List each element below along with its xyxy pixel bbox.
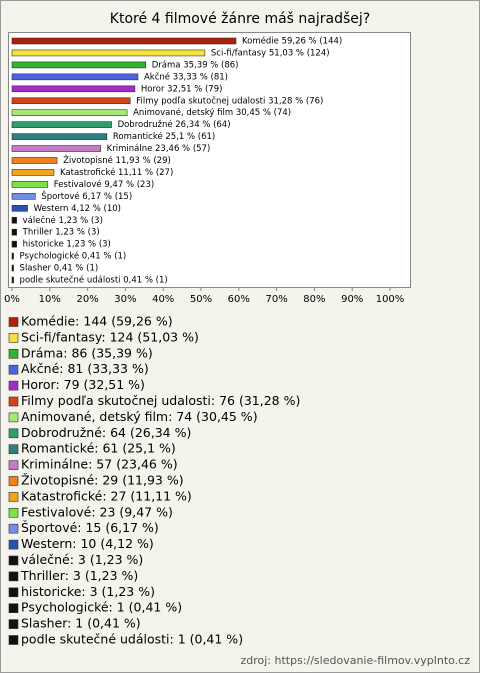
- bar: [11, 133, 108, 140]
- legend-label: Akčné: 81 (33,33 %): [21, 361, 149, 376]
- data-label: Animované, detský film 30,45 % (74): [133, 107, 291, 118]
- bar: [11, 61, 147, 69]
- data-label: historicke 1,23 % (3): [23, 240, 111, 250]
- data-label: Psychologické 0,41 % (1): [20, 251, 127, 262]
- legend-swatch: [8, 507, 19, 518]
- data-label: Športové 6,17 % (15): [41, 190, 132, 202]
- legend-label: Thriller: 3 (1,23 %): [20, 568, 138, 583]
- x-tick-label: 30%: [114, 294, 136, 305]
- source: zdroj: https://sledovanie-filmov.vyplnto…: [240, 654, 470, 667]
- legend-swatch: [8, 619, 19, 629]
- legend-label: Dráma: 86 (35,39 %): [21, 345, 153, 360]
- x-tick-label: 90%: [341, 294, 363, 305]
- legend-label: Katastrofické: 27 (11,11 %): [21, 488, 192, 503]
- legend-swatch: [8, 364, 19, 375]
- legend-label: Filmy podľa skutočnej udalosti: 76 (31,2…: [21, 393, 300, 408]
- bar: [11, 264, 14, 272]
- legend-label: Slasher: 1 (0,41 %): [21, 616, 141, 631]
- bar: [11, 181, 49, 188]
- legend-swatch: [8, 539, 19, 550]
- x-tick-label: 70%: [265, 294, 287, 305]
- bar: [11, 121, 112, 128]
- legend-swatch: [8, 571, 19, 582]
- data-label: Filmy podľa skutočnej udalosti 31,28 % (…: [136, 95, 323, 106]
- legend-label: Animované, detský film: 74 (30,45 %): [21, 409, 258, 424]
- data-label: podle skutečné události 0,41 % (1): [20, 275, 168, 286]
- legend-label: Sci-fi/fantasy: 124 (51,03 %): [21, 329, 199, 344]
- bar: [11, 205, 28, 212]
- legend-label: Životopisné: 29 (11,93 %): [21, 473, 184, 488]
- bar: [11, 37, 237, 45]
- legend-swatch: [8, 348, 19, 359]
- data-label: Kriminálne 23,46 % (57): [107, 144, 211, 154]
- legend-label: Športové: 15 (6,17 %): [21, 520, 159, 535]
- data-label: Western 4,12 % (10): [34, 204, 121, 214]
- x-tick-label: 60%: [228, 294, 250, 305]
- bar: [11, 97, 131, 105]
- bar: [11, 240, 17, 248]
- legend-swatch: [8, 396, 19, 407]
- legend-swatch: [8, 444, 19, 455]
- legend-label: Horor: 79 (32,51 %): [21, 377, 145, 392]
- legend-swatch: [8, 587, 19, 598]
- legend-swatch: [8, 603, 19, 614]
- legend-swatch: [8, 428, 19, 439]
- bar: [11, 216, 17, 224]
- x-tick-label: 20%: [76, 294, 98, 305]
- legend-label: Festivalové: 23 (9,47 %): [21, 504, 173, 519]
- bar: [11, 228, 17, 236]
- data-label: Slasher 0,41 % (1): [20, 264, 99, 274]
- bar: [11, 145, 101, 152]
- legend-label: historicke: 3 (1,23 %): [21, 584, 155, 599]
- bar: [11, 109, 128, 116]
- bar: [11, 169, 55, 176]
- legend-swatch: [8, 476, 19, 486]
- legend-label: Komédie: 144 (59,26 %): [21, 314, 173, 329]
- legend-swatch: [8, 412, 19, 423]
- data-label: Festivalové 9,47 % (23): [54, 179, 154, 190]
- x-tick-label: 50%: [190, 294, 212, 305]
- data-label: Životopisné 11,93 % (29): [63, 154, 171, 166]
- legend-label: podle skutečné události: 1 (0,41 %): [21, 632, 243, 647]
- legend-label: Western: 10 (4,12 %): [21, 536, 154, 551]
- legend-swatch: [8, 460, 19, 470]
- legend-label: Psychologické: 1 (0,41 %): [21, 600, 182, 615]
- x-tick-label: 40%: [152, 294, 174, 305]
- legend-swatch: [8, 333, 19, 343]
- bar: [11, 276, 14, 284]
- bar: [11, 49, 206, 57]
- data-label: Thriller 1,23 % (3): [22, 228, 100, 238]
- legend-label: Dobrodružné: 64 (26,34 %): [21, 425, 191, 440]
- legend-label: Romantické: 61 (25,1 %): [21, 441, 176, 456]
- legend-label: válečné: 3 (1,23 %): [21, 552, 143, 567]
- legend-swatch: [8, 317, 19, 327]
- legend-swatch: [8, 635, 19, 645]
- bar: [11, 193, 36, 200]
- data-label: Horor 32,51 % (79): [141, 84, 223, 94]
- bar: [11, 252, 14, 260]
- legend-swatch: [8, 380, 19, 391]
- data-label: válečné 1,23 % (3): [23, 215, 103, 226]
- legend-swatch: [8, 492, 19, 502]
- x-tick-label: 80%: [303, 294, 325, 305]
- data-label: Komédie 59,26 % (144): [242, 36, 342, 47]
- bar: [11, 85, 136, 93]
- x-tick-label: 100%: [376, 294, 405, 305]
- legend-swatch: [8, 523, 19, 534]
- x-tick-label: 10%: [39, 294, 61, 305]
- data-label: Sci-fi/fantasy 51,03 % (124): [211, 48, 330, 58]
- data-label: Dráma 35,39 % (86): [152, 60, 239, 70]
- data-label: Katastrofické 11,11 % (27): [60, 167, 173, 178]
- x-tick-label: 0%: [4, 294, 20, 305]
- chart-title: Ktoré 4 filmové žánre máš najradšej?: [110, 11, 370, 27]
- legend-swatch: [8, 555, 19, 566]
- data-label: Akčné 33,33 % (81): [144, 71, 228, 82]
- data-label: Romantické 25,1 % (61): [113, 131, 215, 142]
- bar: [11, 157, 58, 164]
- data-label: Dobrodružné 26,34 % (64): [118, 119, 231, 130]
- bar: [11, 73, 139, 81]
- legend-label: Kriminálne: 57 (23,46 %): [21, 457, 178, 472]
